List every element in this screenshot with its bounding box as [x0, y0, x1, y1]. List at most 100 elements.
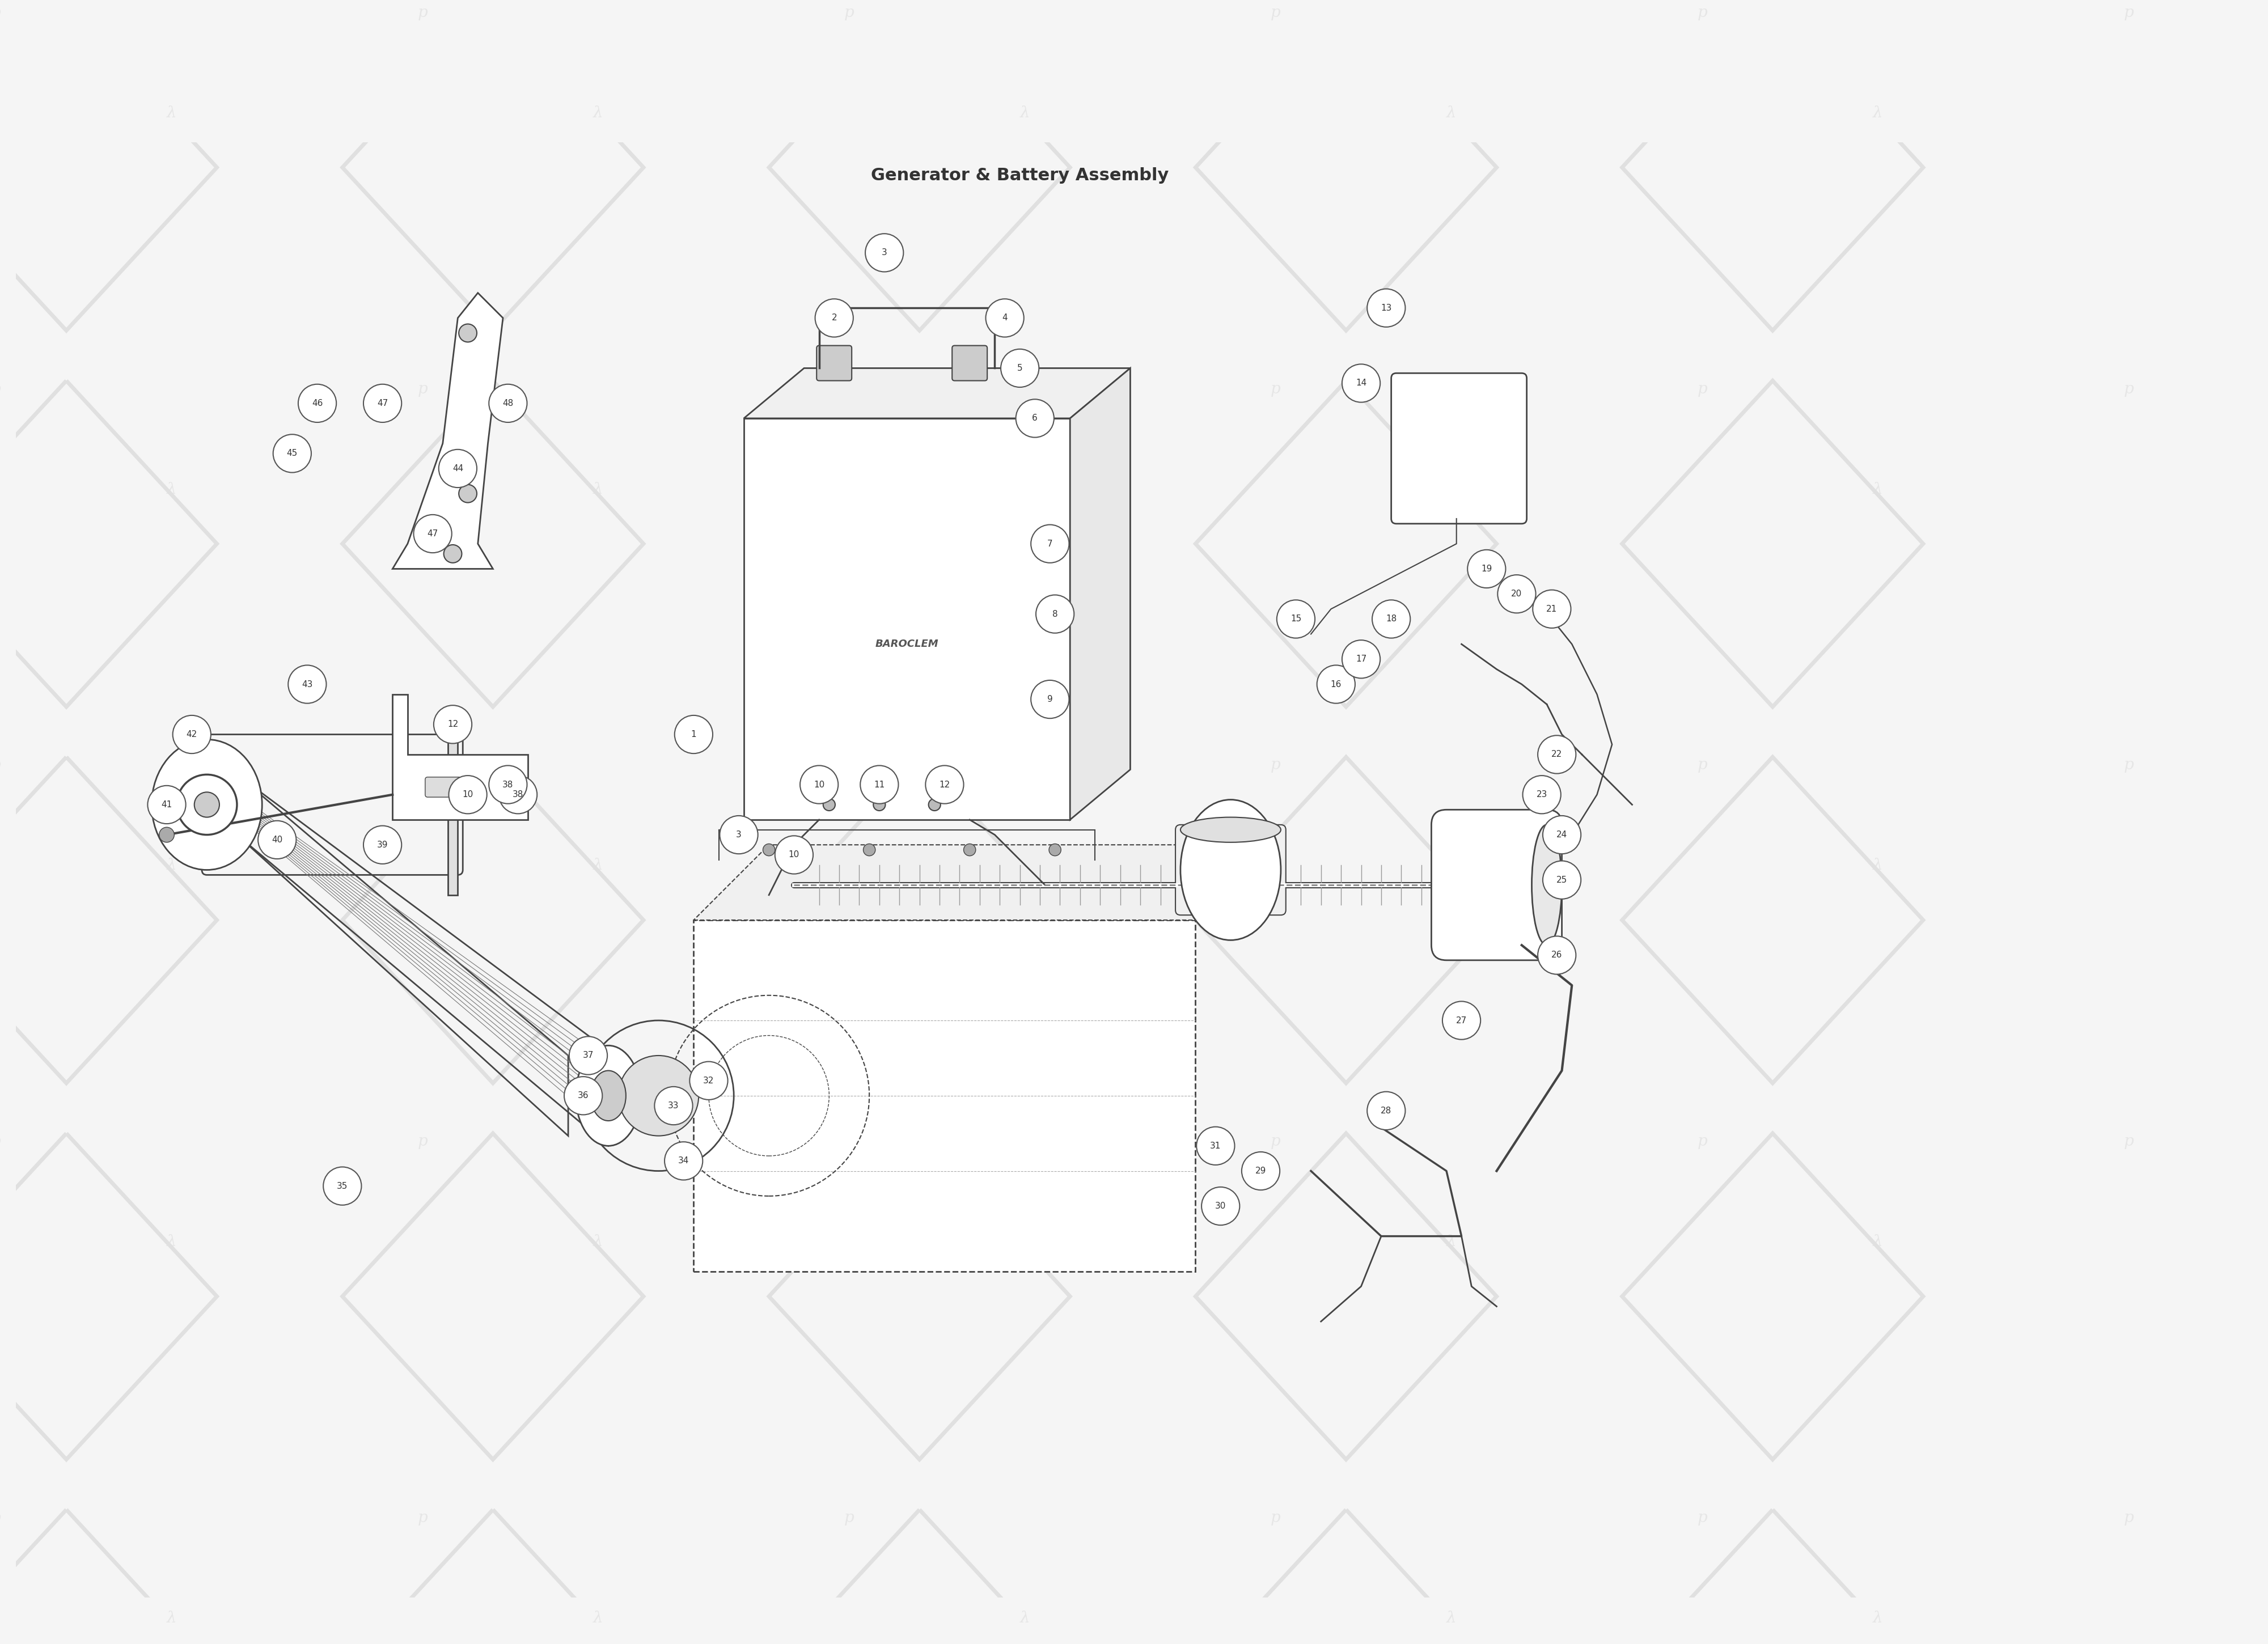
Circle shape — [1050, 843, 1061, 857]
Circle shape — [619, 1055, 699, 1136]
Text: 45: 45 — [286, 449, 297, 457]
Text: λ: λ — [594, 482, 603, 496]
Text: λ: λ — [1447, 858, 1456, 873]
Text: λ: λ — [594, 1235, 603, 1249]
Polygon shape — [744, 418, 1070, 820]
Circle shape — [1318, 666, 1354, 704]
Circle shape — [324, 1167, 361, 1205]
Text: λ: λ — [594, 858, 603, 873]
Circle shape — [445, 544, 463, 562]
Text: p: p — [844, 381, 855, 396]
Text: 26: 26 — [1551, 950, 1563, 960]
Text: 36: 36 — [578, 1092, 590, 1100]
Text: p: p — [2123, 1134, 2134, 1149]
Text: λ: λ — [1873, 1235, 1882, 1249]
Circle shape — [860, 766, 898, 804]
Text: p: p — [1270, 758, 1281, 773]
FancyBboxPatch shape — [202, 735, 463, 875]
Circle shape — [172, 715, 211, 753]
Circle shape — [1000, 349, 1039, 388]
Text: 25: 25 — [1556, 876, 1567, 884]
Polygon shape — [694, 845, 1270, 921]
Circle shape — [1343, 363, 1381, 403]
Text: 5: 5 — [1016, 363, 1023, 373]
Text: λ: λ — [168, 858, 177, 873]
Text: p: p — [1696, 381, 1708, 396]
Text: 42: 42 — [186, 730, 197, 738]
Circle shape — [490, 766, 526, 804]
Text: λ: λ — [1873, 105, 1882, 120]
Text: λ: λ — [1447, 1235, 1456, 1249]
Circle shape — [458, 485, 476, 503]
FancyBboxPatch shape — [1175, 825, 1286, 916]
Circle shape — [1538, 735, 1576, 774]
Circle shape — [1542, 861, 1581, 899]
Text: λ: λ — [1447, 1611, 1456, 1626]
Text: p: p — [417, 1134, 429, 1149]
Text: λ: λ — [1873, 1611, 1882, 1626]
Circle shape — [873, 799, 885, 810]
Text: p: p — [844, 1511, 855, 1526]
Text: 1: 1 — [692, 730, 696, 738]
Text: p: p — [417, 1511, 429, 1526]
Text: 10: 10 — [789, 850, 801, 860]
Text: 22: 22 — [1551, 750, 1563, 760]
Text: p: p — [1696, 758, 1708, 773]
Text: 24: 24 — [1556, 830, 1567, 838]
Circle shape — [458, 324, 476, 342]
FancyBboxPatch shape — [816, 345, 853, 381]
Text: 18: 18 — [1386, 615, 1397, 623]
Text: 29: 29 — [1254, 1167, 1266, 1175]
Text: BAROCLEM: BAROCLEM — [875, 640, 939, 649]
Text: 11: 11 — [873, 781, 885, 789]
Text: λ: λ — [1873, 858, 1882, 873]
Circle shape — [1036, 595, 1075, 633]
Circle shape — [1372, 600, 1411, 638]
Text: 10: 10 — [463, 791, 474, 799]
Text: 19: 19 — [1481, 564, 1492, 574]
Text: λ: λ — [1021, 858, 1030, 873]
Circle shape — [1542, 815, 1581, 853]
Circle shape — [1198, 1126, 1234, 1166]
Circle shape — [499, 776, 538, 814]
Circle shape — [719, 815, 758, 853]
Text: 12: 12 — [447, 720, 458, 728]
FancyBboxPatch shape — [1390, 373, 1526, 524]
Circle shape — [569, 1036, 608, 1075]
Text: Generator & Battery Assembly: Generator & Battery Assembly — [871, 168, 1168, 184]
Text: p: p — [417, 381, 429, 396]
Circle shape — [776, 835, 814, 875]
Text: λ: λ — [1021, 105, 1030, 120]
Text: p: p — [1696, 1134, 1708, 1149]
Circle shape — [1368, 1092, 1406, 1129]
Circle shape — [1032, 681, 1068, 718]
Text: 40: 40 — [272, 835, 284, 843]
Text: 39: 39 — [376, 840, 388, 848]
Circle shape — [413, 515, 451, 552]
Text: 37: 37 — [583, 1051, 594, 1060]
Text: p: p — [417, 5, 429, 20]
Text: p: p — [1270, 381, 1281, 396]
Text: 38: 38 — [503, 781, 513, 789]
Text: 7: 7 — [1048, 539, 1052, 547]
FancyBboxPatch shape — [424, 778, 469, 797]
Text: λ: λ — [1873, 482, 1882, 496]
Text: 21: 21 — [1547, 605, 1558, 613]
Text: 4: 4 — [1002, 314, 1007, 322]
Circle shape — [928, 799, 941, 810]
Circle shape — [565, 1077, 603, 1115]
Text: 15: 15 — [1290, 615, 1302, 623]
Text: 10: 10 — [814, 781, 826, 789]
Circle shape — [1016, 399, 1055, 437]
Circle shape — [363, 825, 401, 863]
Text: 34: 34 — [678, 1157, 689, 1166]
Text: 13: 13 — [1381, 304, 1393, 312]
Ellipse shape — [152, 740, 263, 870]
Text: p: p — [844, 758, 855, 773]
Circle shape — [490, 385, 526, 423]
Circle shape — [801, 766, 839, 804]
Circle shape — [438, 449, 476, 488]
Circle shape — [1032, 524, 1068, 562]
Text: p: p — [2123, 758, 2134, 773]
FancyBboxPatch shape — [1431, 810, 1563, 960]
